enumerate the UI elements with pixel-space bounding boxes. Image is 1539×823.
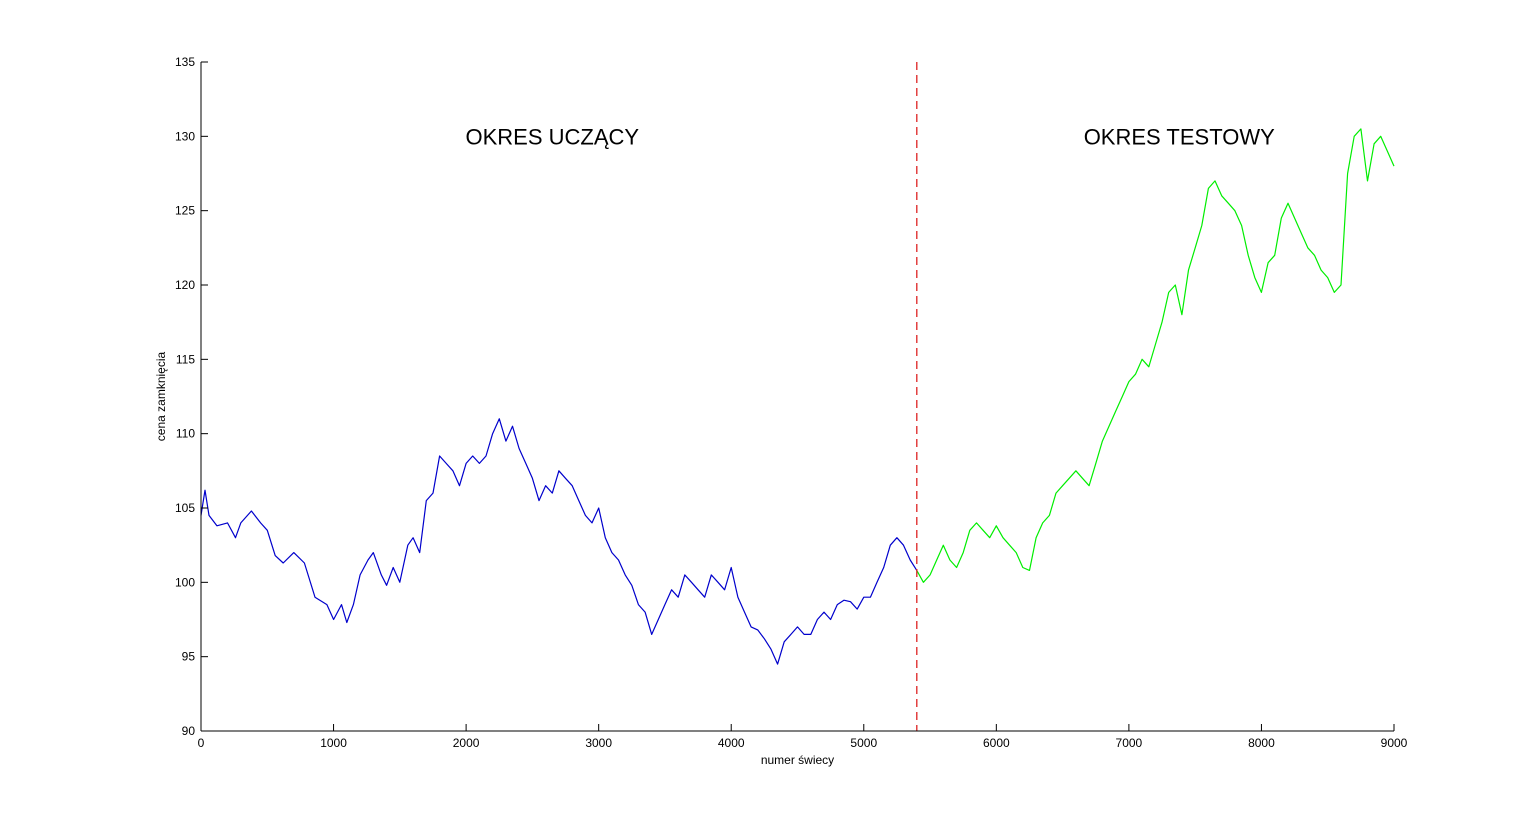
x-tick-label: 4000 [718, 736, 745, 750]
y-tick-label: 100 [175, 575, 195, 589]
annotation-test-period: OKRES TESTOWY [1084, 124, 1275, 149]
y-tick-label: 130 [175, 129, 195, 143]
series-layer [200, 128, 1395, 665]
x-tick-label: 0 [198, 736, 205, 750]
series-line-1 [916, 128, 1395, 583]
annotation-training-period: OKRES UCZĄCY [465, 124, 639, 149]
y-tick-label: 120 [175, 278, 195, 292]
y-tick-label: 90 [182, 724, 196, 738]
y-tick-label: 95 [182, 650, 196, 664]
y-tick-label: 105 [175, 501, 195, 515]
x-tick-label: 9000 [1381, 736, 1408, 750]
y-axis-label: cena zamknięcia [154, 351, 168, 441]
x-tick-label: 5000 [850, 736, 877, 750]
x-tick-label: 3000 [585, 736, 612, 750]
x-tick-label: 6000 [983, 736, 1010, 750]
y-tick-label: 110 [176, 427, 195, 441]
x-tick-label: 7000 [1116, 736, 1143, 750]
y-tick-label: 115 [176, 352, 195, 366]
y-tick-label: 125 [175, 204, 195, 218]
annotations-layer: OKRES UCZĄCY OKRES TESTOWY [465, 124, 1275, 149]
axes-layer: 0 1000 2000 3000 4000 5000 6000 7000 8000 9000 90 9… [175, 55, 1408, 750]
x-axis-label: numer świecy [761, 753, 834, 767]
y-tick-label: 135 [175, 55, 195, 69]
x-tick-label: 8000 [1248, 736, 1275, 750]
x-tick-label: 1000 [320, 736, 347, 750]
series-line-0 [200, 418, 918, 665]
x-tick-label: 2000 [453, 736, 480, 750]
